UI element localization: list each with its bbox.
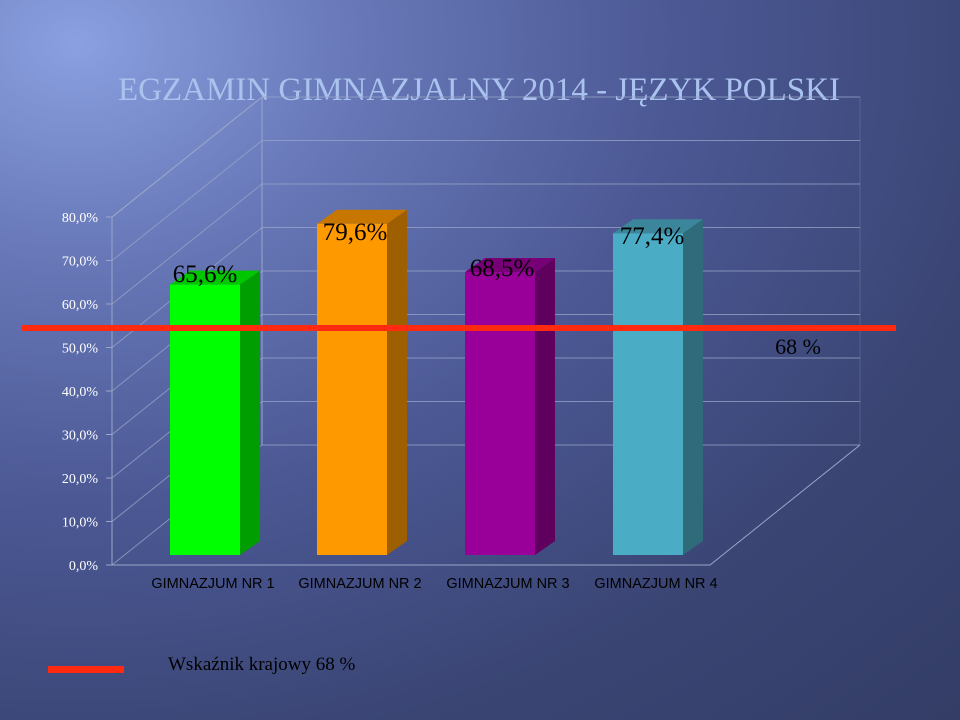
x-category-label: GIMNAZJUM NR 4 <box>594 576 717 592</box>
x-category-label: GIMNAZJUM NR 3 <box>446 576 569 592</box>
y-tick-label: 0,0% <box>69 559 99 574</box>
y-tick-label: 60,0% <box>62 298 99 313</box>
bar-top <box>465 258 555 273</box>
data-labels: 65,6% 79,6% 68,5% 77,4% <box>173 219 685 288</box>
bar-side <box>240 270 260 555</box>
data-label: 79,6% <box>323 219 388 246</box>
legend-label: Wskaźnik krajowy 68 % <box>168 654 356 675</box>
x-category-label: GIMNAZJUM NR 2 <box>298 576 421 592</box>
bar <box>613 233 683 555</box>
y-tick-label: 70,0% <box>62 255 99 270</box>
y-tick-label: 30,0% <box>62 429 99 444</box>
reference-line <box>22 325 896 331</box>
bar <box>317 223 387 556</box>
gridline <box>111 140 860 261</box>
y-tick-label: 40,0% <box>62 385 99 400</box>
y-tick-label: 20,0% <box>62 472 99 487</box>
data-label: 77,4% <box>620 223 685 250</box>
legend-swatch <box>48 666 124 673</box>
legend: Wskaźnik krajowy 68 % <box>48 650 468 686</box>
y-tick-label: 80,0% <box>62 211 99 226</box>
bar <box>465 272 535 555</box>
bar-side <box>535 258 555 555</box>
reference-line-group: 68 % <box>22 325 896 359</box>
y-tick-label: 10,0% <box>62 516 99 531</box>
chart-bars <box>170 209 703 556</box>
x-category-label: GIMNAZJUM NR 1 <box>151 576 274 592</box>
reference-line-label: 68 % <box>775 334 821 359</box>
page-title: EGZAMIN GIMNAZJALNY 2014 - JĘZYK POLSKI <box>118 72 840 108</box>
y-axis-ticks: 0,0% 10,0% 20,0% 30,0% 40,0% 50,0% 60,0% 70,0% 8… <box>62 211 112 574</box>
floor-edge <box>112 444 861 566</box>
y-tick-label: 50,0% <box>62 342 99 357</box>
bar-side <box>387 209 407 556</box>
bar-top <box>170 270 260 285</box>
gridline <box>111 96 860 218</box>
data-label: 68,5% <box>470 255 535 282</box>
bar-side <box>683 219 703 555</box>
data-label: 65,6% <box>173 261 238 288</box>
x-axis-categories: GIMNAZJUM NR 1 GIMNAZJUM NR 2 GIMNAZJUM NR… <box>151 576 717 592</box>
bar-top <box>613 219 703 234</box>
bar-top <box>317 209 407 224</box>
gridline <box>111 183 860 305</box>
